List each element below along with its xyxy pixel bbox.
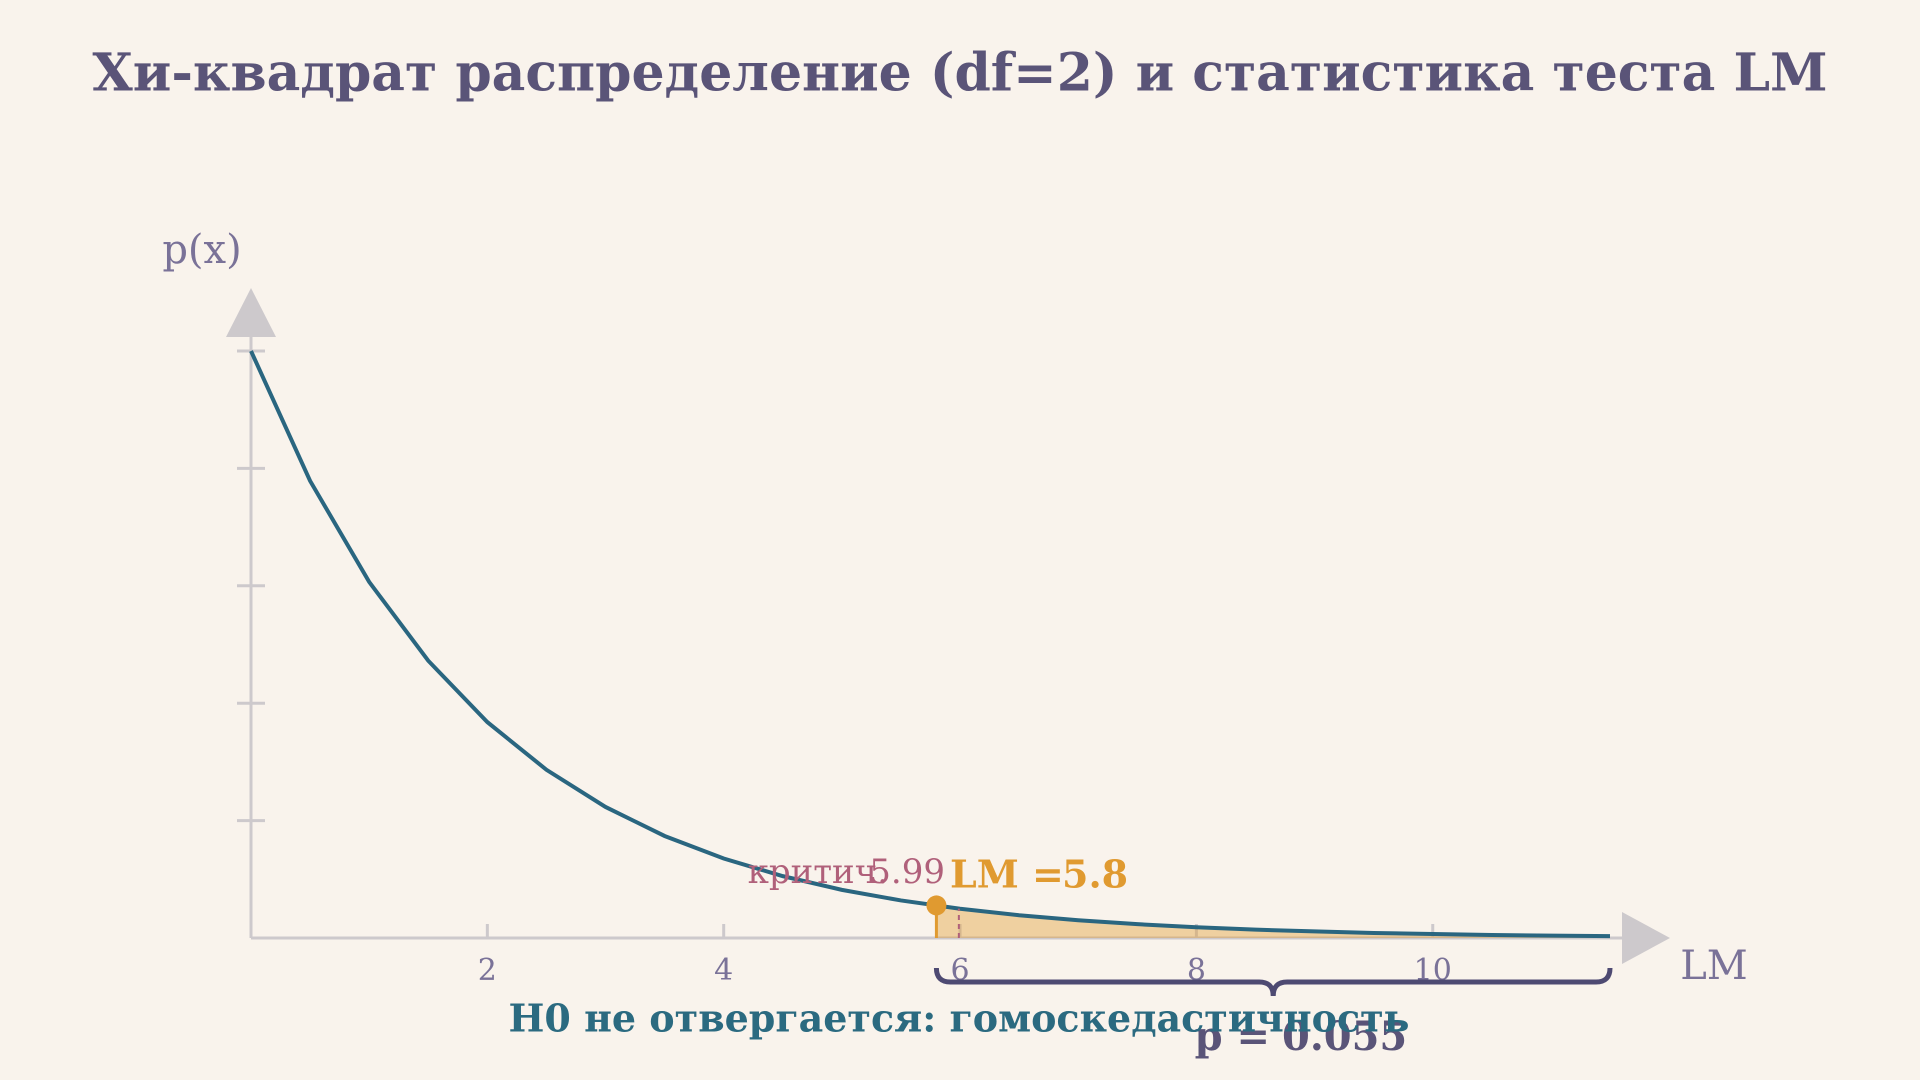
y-axis-label: p(x): [162, 227, 241, 273]
p-label: p =: [1195, 1013, 1270, 1060]
lm-value: 5.8: [1062, 852, 1128, 897]
y-axis-arrow: [226, 288, 276, 337]
lm-point: [926, 895, 947, 916]
x-tick-label: 2: [478, 953, 497, 988]
critical-label: критич.: [748, 852, 888, 892]
x-tick-label: 8: [1187, 953, 1206, 988]
tail-area: [936, 905, 1610, 938]
x-axis-label: LM: [1680, 943, 1748, 989]
x-tick-label: 4: [714, 953, 733, 988]
lm-label: LM =: [950, 852, 1064, 897]
p-value: 0.055: [1282, 1013, 1407, 1060]
critical-value: 5.99: [869, 852, 945, 892]
x-tick-label: 6: [950, 953, 969, 988]
p-value-brace: [933, 967, 1613, 997]
conclusion: H0 не отвергается: гомоскедастичность: [509, 996, 1410, 1041]
x-axis-arrow: [1622, 912, 1670, 964]
chart-title: Хи-квадрат распределение (df=2) и статис…: [92, 43, 1827, 104]
